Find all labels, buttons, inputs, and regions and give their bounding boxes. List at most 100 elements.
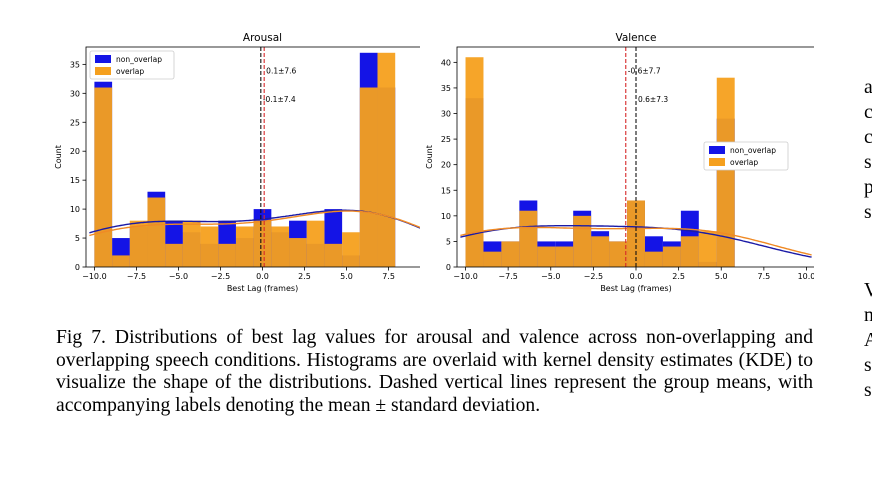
x-tick-label: 5.0 <box>340 272 353 281</box>
side-text-line: c <box>864 102 872 123</box>
y-tick-label: 25 <box>441 135 451 144</box>
y-tick-label: 10 <box>441 212 451 221</box>
side-text-line: s <box>864 202 872 223</box>
x-tick-label: −7.5 <box>498 272 517 281</box>
bar-overlap <box>147 197 166 267</box>
bar-overlap <box>698 231 717 267</box>
x-tick-label: 2.5 <box>672 272 685 281</box>
figure-caption: Fig 7. Distributions of best lag values … <box>56 327 813 416</box>
legend-swatch <box>95 55 111 63</box>
y-tick-label: 35 <box>441 84 451 93</box>
chart-title: Arousal <box>243 32 282 44</box>
y-tick-label: 15 <box>441 186 451 195</box>
bar-overlap <box>129 220 148 267</box>
bar-overlap <box>501 241 520 267</box>
mean-label-overlap: -0.6±7.7 <box>628 66 661 75</box>
y-tick-label: 10 <box>70 205 80 214</box>
bar-overlap <box>537 246 556 267</box>
side-text-line: p <box>864 177 872 198</box>
legend-swatch <box>709 158 725 166</box>
x-tick-label: 5.0 <box>715 272 728 281</box>
x-tick-label: 7.5 <box>757 272 770 281</box>
bar-overlap <box>200 226 219 267</box>
bar-overlap <box>483 251 502 267</box>
x-tick-label: −5.0 <box>541 272 560 281</box>
valence-chart: Valence -0.6±7.7 0.6±7.3 −10.0 −7.5 −5.0 −2.5 0… <box>425 32 814 293</box>
bar-overlap <box>306 220 325 267</box>
bar-overlap <box>465 57 484 267</box>
bar-overlap <box>94 87 113 268</box>
side-text-line: s <box>864 355 872 376</box>
y-tick-label: 20 <box>441 161 451 170</box>
plot-area: 0.1±7.6 -0.1±7.4 <box>89 47 420 268</box>
legend-label: non_overlap <box>116 55 162 64</box>
bar-overlap <box>235 226 254 267</box>
y-tick-label: 5 <box>446 237 451 246</box>
bar-overlap <box>377 52 396 267</box>
bar-overlap <box>591 236 610 267</box>
y-axis-label: Count <box>54 145 63 169</box>
y-tick-label: 15 <box>70 176 80 185</box>
bar-overlap <box>644 251 663 267</box>
side-text-line: a <box>864 77 872 98</box>
bar-overlap <box>555 246 574 267</box>
side-text-line: V <box>864 280 872 301</box>
bar-overlap <box>112 255 130 267</box>
bar-overlap <box>218 243 236 267</box>
mean-label-overlap: 0.1±7.6 <box>266 66 296 75</box>
y-tick-label: 25 <box>70 118 80 127</box>
x-tick-label: −5.0 <box>169 272 188 281</box>
bar-overlap <box>165 243 183 267</box>
y-tick-label: 20 <box>70 147 80 156</box>
side-text-line: s <box>864 152 872 173</box>
x-tick-label: 10.0 <box>798 272 814 281</box>
bar-overlap <box>519 210 538 267</box>
x-tick-label: −2.5 <box>211 272 230 281</box>
y-tick-label: 30 <box>70 89 80 98</box>
bar-overlap <box>716 77 735 267</box>
y-tick-label: 5 <box>75 234 80 243</box>
x-tick-label: −7.5 <box>127 272 146 281</box>
side-text-line: A <box>864 330 872 351</box>
x-tick-label: 0.0 <box>256 272 269 281</box>
bar-overlap <box>324 243 343 267</box>
bar-overlap <box>609 241 628 267</box>
y-tick-label: 35 <box>70 60 80 69</box>
legend-swatch <box>95 67 111 75</box>
legend-swatch <box>709 146 725 154</box>
x-tick-label: 2.5 <box>298 272 311 281</box>
side-text-line: c <box>864 127 872 148</box>
bar-overlap <box>359 87 378 268</box>
y-tick-label: 30 <box>441 110 451 119</box>
bar-overlap <box>573 215 592 267</box>
side-column-text: a c c s p s V n A s s <box>864 75 872 403</box>
bar-overlap <box>253 220 272 267</box>
chart-title: Valence <box>615 32 656 44</box>
mean-label-non-overlap: -0.1±7.4 <box>263 95 296 104</box>
bar-overlap <box>289 238 307 267</box>
bar-overlap <box>182 220 201 267</box>
legend-label: overlap <box>730 158 758 167</box>
x-tick-label: −10.0 <box>82 272 107 281</box>
side-text-line: n <box>864 305 872 326</box>
y-axis-label: Count <box>425 145 434 169</box>
arousal-chart: Arousal 0.1±7.6 -0.1±7.4 −10.0 −7.5 −5.0 −2.5 0… <box>54 32 420 293</box>
plot-area: -0.6±7.7 0.6±7.3 <box>460 47 812 268</box>
x-tick-label: −2.5 <box>584 272 603 281</box>
x-axis-label: Best Lag (frames) <box>227 284 298 293</box>
kde-curve-overlap <box>89 210 420 237</box>
y-tick-label: 40 <box>441 58 451 67</box>
y-tick-label: 0 <box>75 263 80 272</box>
mean-label-non-overlap: 0.6±7.3 <box>638 95 668 104</box>
legend-label: overlap <box>116 67 144 76</box>
x-tick-label: −10.0 <box>453 272 478 281</box>
x-tick-label: 7.5 <box>382 272 395 281</box>
x-tick-label: 0.0 <box>630 272 643 281</box>
bar-overlap <box>271 226 290 267</box>
bar-overlap <box>342 232 360 267</box>
x-axis-label: Best Lag (frames) <box>600 284 671 293</box>
bar-overlap <box>662 246 681 267</box>
bar-overlap <box>680 236 699 267</box>
